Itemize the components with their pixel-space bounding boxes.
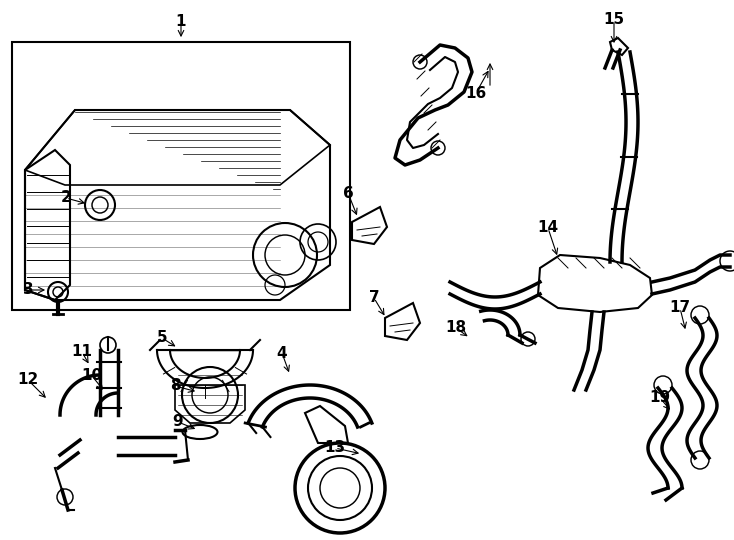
Text: 1: 1 [175, 15, 186, 30]
Text: 3: 3 [23, 282, 33, 298]
Text: 18: 18 [446, 321, 467, 335]
Text: 16: 16 [465, 85, 487, 100]
Text: 5: 5 [156, 330, 167, 346]
Text: 12: 12 [18, 373, 39, 388]
Bar [12, 42, 350, 310]
Text: 2: 2 [61, 191, 71, 206]
Text: 10: 10 [81, 368, 103, 383]
Text: 13: 13 [324, 441, 346, 456]
Text: 4: 4 [277, 346, 287, 361]
Text: 8: 8 [170, 379, 181, 394]
Text: 9: 9 [172, 415, 184, 429]
Text: 7: 7 [368, 291, 379, 306]
Text: 19: 19 [650, 390, 671, 406]
Text: 14: 14 [537, 220, 559, 235]
Text: 11: 11 [71, 345, 92, 360]
Text: 15: 15 [603, 12, 625, 28]
Text: 17: 17 [669, 300, 691, 315]
Text: 6: 6 [343, 186, 353, 200]
